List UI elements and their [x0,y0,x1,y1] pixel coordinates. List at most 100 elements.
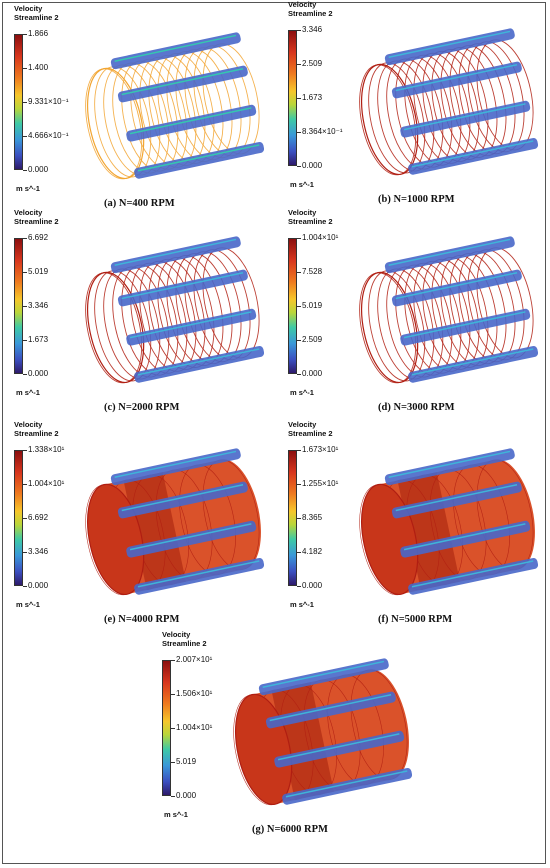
legend-title: Velocity Streamline 2 [288,208,333,226]
legend-title-line2: Streamline 2 [288,217,333,226]
legend-title-line2: Streamline 2 [288,429,333,438]
colorbar-tickmark [297,132,301,133]
colorbar-tick-label: 0.000 [302,161,323,170]
legend-title: Velocity Streamline 2 [14,4,59,22]
colorbar-tickmark [23,170,27,171]
blade-streamlines [400,308,531,346]
legend-title-line1: Velocity [14,208,43,217]
colorbar-tickmark [297,272,301,273]
colorbar-tickmark [297,586,301,587]
colorbar-tickmark [23,136,27,137]
figure-panel: Velocity Streamline 2 1.673×10¹ 1.255×10¹ 8.… [278,420,548,628]
velocity-colorbar [288,450,297,586]
colorbar-tick-label: 5.019 [302,301,323,310]
colorbar-tick-label: 4.182 [302,547,323,556]
panel-caption: (e) N=4000 RPM [104,614,180,625]
colorbar-tick-label: 0.000 [176,791,197,800]
streamline-ring [94,270,152,382]
colorbar-tick-label: 0.000 [302,581,323,590]
colorbar-tick-label: 9.331×10⁻¹ [28,97,69,106]
colorbar-tick-label: 1.004×10¹ [176,723,213,732]
blade-streamlines [110,236,241,274]
colorbar-tickmark [171,694,175,695]
legend-title-line1: Velocity [288,208,317,217]
colorbar-tick-label: 1.004×10¹ [302,233,339,242]
colorbar-tick-label: 6.692 [28,233,49,242]
colorbar-tickmark [23,374,27,375]
blade-streamlines [384,236,515,274]
colorbar-tickmark [297,552,301,553]
colorbar-tickmark [23,68,27,69]
colorbar-tick-label: 1.673×10¹ [302,445,339,454]
colorbar-unit: m s^-1 [290,180,314,189]
colorbar-tick-label: 1.673 [302,93,323,102]
colorbar-tickmark [171,796,175,797]
colorbar-tick-label: 2.509 [302,335,323,344]
streamline-ring [368,62,426,174]
velocity-colorbar [162,660,171,796]
streamline-drum-plot [233,658,412,806]
colorbar-tick-label: 8.364×10⁻¹ [302,127,343,136]
colorbar-tickmark [23,586,27,587]
colorbar-tick-label: 1.004×10¹ [28,479,65,488]
colorbar-tickmark [297,306,301,307]
colorbar-tick-label: 2.509 [302,59,323,68]
legend-title-line2: Streamline 2 [14,429,59,438]
legend-title: Velocity Streamline 2 [288,0,333,18]
colorbar-tickmark [297,518,301,519]
colorbar-tickmark [23,306,27,307]
velocity-colorbar [288,238,297,374]
panel-caption: (f) N=5000 RPM [378,614,453,625]
colorbar-tickmark [297,30,301,31]
legend-title-line1: Velocity [14,420,43,429]
panel-caption: (g) N=6000 RPM [252,824,328,835]
colorbar-tickmark [297,450,301,451]
colorbar-tickmark [297,374,301,375]
colorbar-tick-label: 3.346 [28,301,49,310]
streamline-drum-plot [85,448,264,596]
panel-caption: (c) N=2000 RPM [104,402,180,413]
velocity-colorbar [288,30,297,166]
colorbar-tickmark [23,552,27,553]
colorbar-tickmark [297,64,301,65]
legend-title: Velocity Streamline 2 [162,630,207,648]
panel-caption: (d) N=3000 RPM [378,402,455,413]
colorbar-tick-label: 0.000 [28,165,49,174]
panel-caption: (a) N=400 RPM [104,198,175,209]
streamline-drum-plot [85,236,264,384]
colorbar-tick-label: 4.666×10⁻¹ [28,131,69,140]
colorbar-unit: m s^-1 [164,810,188,819]
blade-streamlines [126,104,257,142]
colorbar-tick-label: 6.692 [28,513,49,522]
colorbar-tick-label: 7.528 [302,267,323,276]
colorbar-tickmark [23,34,27,35]
colorbar-tickmark [297,238,301,239]
colorbar-tickmark [23,450,27,451]
colorbar-tick-label: 0.000 [28,581,49,590]
colorbar-tick-label: 0.000 [28,369,49,378]
colorbar-tickmark [23,518,27,519]
figure-panel: Velocity Streamline 2 1.866 1.400 9.331×10⁻¹… [4,4,274,212]
colorbar-tick-label: 1.338×10¹ [28,445,65,454]
panel-caption: (b) N=1000 RPM [378,194,455,205]
figure-panel: Velocity Streamline 2 1.338×10¹ 1.004×10¹ 6.… [4,420,274,628]
velocity-colorbar [14,450,23,586]
colorbar-tick-label: 8.365 [302,513,323,522]
colorbar-tickmark [23,238,27,239]
colorbar-tick-label: 5.019 [28,267,49,276]
colorbar-tick-label: 3.346 [28,547,49,556]
colorbar-tickmark [297,484,301,485]
legend-title-line2: Streamline 2 [162,639,207,648]
colorbar-tick-label: 5.019 [176,757,197,766]
colorbar-tick-label: 0.000 [302,369,323,378]
figure-panel: Velocity Streamline 2 6.692 5.019 3.346 1.673… [4,208,274,416]
streamline-ring [94,66,152,178]
colorbar-unit: m s^-1 [16,184,40,193]
legend-title: Velocity Streamline 2 [14,208,59,226]
legend-title: Velocity Streamline 2 [14,420,59,438]
figure-panel: Velocity Streamline 2 3.346 2.509 1.673 8.364… [278,0,548,208]
colorbar-tick-label: 1.255×10¹ [302,479,339,488]
blade-streamlines [384,28,515,66]
colorbar-tick-label: 2.007×10¹ [176,655,213,664]
